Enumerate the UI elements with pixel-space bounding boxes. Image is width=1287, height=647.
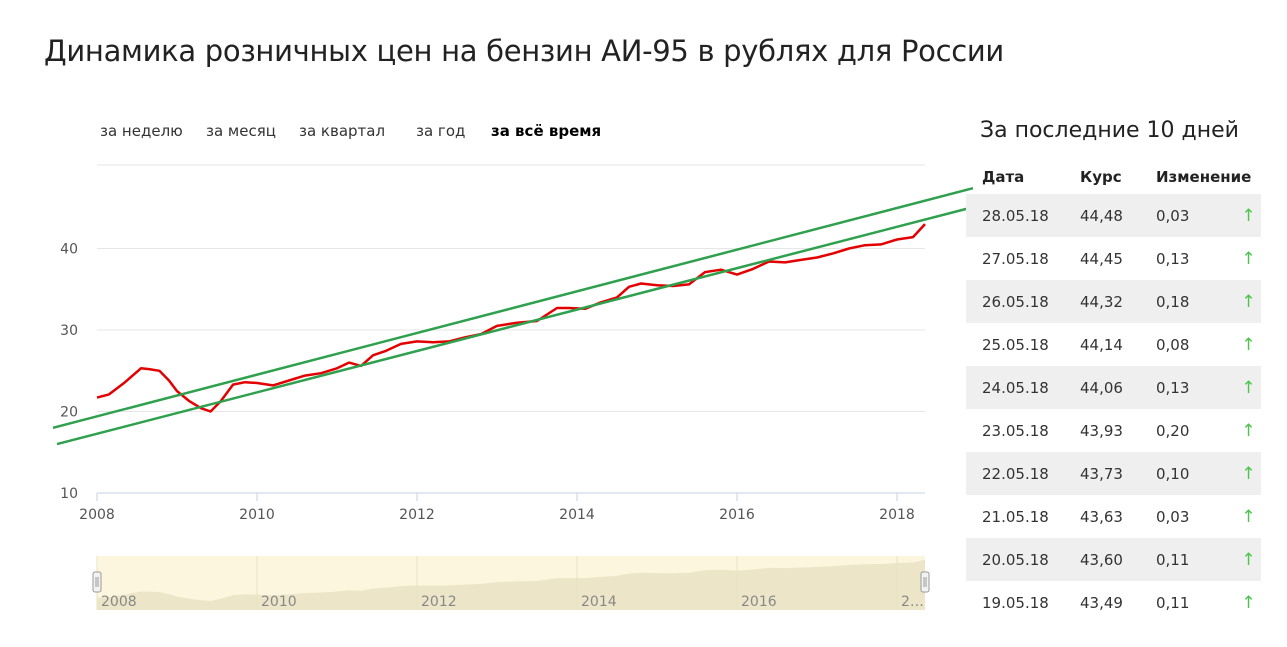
up-arrow-icon: ↑ (1241, 506, 1256, 527)
row-change: 0,11 (1156, 593, 1190, 612)
row-rate: 44,48 (1080, 194, 1156, 237)
navigator-tick-label: 2016 (741, 594, 777, 610)
period-week-button[interactable]: за неделю (100, 122, 183, 140)
page-title: Динамика розничных цен на бензин АИ-95 в… (44, 34, 1004, 68)
last-10-days-title: За последние 10 дней (980, 118, 1239, 143)
up-arrow-icon: ↑ (1241, 334, 1256, 355)
table-row: 27.05.18 44,45 0,13 ↑ (966, 237, 1261, 280)
x-tick-label: 2016 (719, 507, 755, 523)
navigator-tick-label: 2010 (261, 594, 297, 610)
row-date: 28.05.18 (966, 194, 1080, 237)
y-tick-label: 30 (60, 323, 78, 339)
period-all-time-button[interactable]: за всё время (491, 122, 602, 140)
x-tick-label: 2012 (399, 507, 435, 523)
table-row: 19.05.18 43,49 0,11 ↑ (966, 581, 1261, 624)
header-date: Дата (982, 168, 1025, 186)
up-arrow-icon: ↑ (1236, 538, 1261, 581)
row-rate: 44,14 (1080, 335, 1123, 354)
table-row: 28.05.18 44,48 0,03 ↑ (966, 194, 1261, 237)
row-date: 25.05.18 (982, 335, 1049, 354)
up-arrow-icon: ↑ (1236, 194, 1261, 237)
y-tick-label: 40 (60, 242, 78, 258)
up-arrow-icon: ↑ (1241, 592, 1256, 613)
row-date: 27.05.18 (982, 249, 1049, 268)
row-date: 21.05.18 (982, 507, 1049, 526)
navigator-handle[interactable] (92, 571, 102, 593)
period-year-button[interactable]: за год (416, 122, 466, 140)
row-rate: 43,63 (1080, 507, 1123, 526)
row-date: 24.05.18 (966, 366, 1080, 409)
table-header-row: Дата Курс Изменение (966, 160, 1261, 194)
table-row: 23.05.18 43,93 0,20 ↑ (966, 409, 1261, 452)
table-row: 22.05.18 43,73 0,10 ↑ (966, 452, 1261, 495)
row-date: 26.05.18 (966, 280, 1080, 323)
x-tick-label: 2014 (559, 507, 595, 523)
up-arrow-icon: ↑ (1241, 248, 1256, 269)
table-row: 20.05.18 43,60 0,11 ↑ (966, 538, 1261, 581)
row-change: 0,03 (1156, 194, 1236, 237)
table-row: 25.05.18 44,14 0,08 ↑ (966, 323, 1261, 366)
header-rate: Курс (1080, 168, 1122, 186)
x-tick-label: 2008 (79, 507, 115, 523)
y-tick-label: 20 (60, 405, 78, 421)
navigator-handle[interactable] (920, 571, 930, 593)
navigator-tick-label: 2… (901, 594, 924, 610)
y-tick-label: 10 (60, 486, 78, 502)
period-quarter-button[interactable]: за квартал (299, 122, 386, 140)
table-row: 21.05.18 43,63 0,03 ↑ (966, 495, 1261, 538)
trendline (56, 204, 978, 446)
rates-table: Дата Курс Изменение 28.05.18 44,48 0,03 ↑ 27… (966, 160, 1261, 624)
row-date: 19.05.18 (982, 593, 1049, 612)
navigator-area (97, 559, 925, 610)
table-row: 26.05.18 44,32 0,18 ↑ (966, 280, 1261, 323)
row-rate: 44,32 (1080, 280, 1156, 323)
row-change: 0,18 (1156, 280, 1236, 323)
row-rate: 44,45 (1080, 249, 1123, 268)
up-arrow-icon: ↑ (1236, 280, 1261, 323)
row-date: 23.05.18 (982, 421, 1049, 440)
row-change: 0,20 (1156, 421, 1190, 440)
x-tick-label: 2010 (239, 507, 275, 523)
row-change: 0,08 (1156, 335, 1190, 354)
row-rate: 43,93 (1080, 421, 1123, 440)
row-date: 22.05.18 (966, 452, 1080, 495)
navigator-tick-label: 2008 (101, 594, 137, 610)
row-change: 0,13 (1156, 249, 1190, 268)
navigator-tick-label: 2012 (421, 594, 457, 610)
row-change: 0,03 (1156, 507, 1190, 526)
header-change: Изменение (1156, 168, 1252, 186)
row-rate: 43,73 (1080, 452, 1156, 495)
table-row: 24.05.18 44,06 0,13 ↑ (966, 366, 1261, 409)
row-change: 0,11 (1156, 538, 1236, 581)
up-arrow-icon: ↑ (1236, 366, 1261, 409)
up-arrow-icon: ↑ (1241, 420, 1256, 441)
row-rate: 44,06 (1080, 366, 1156, 409)
row-change: 0,13 (1156, 366, 1236, 409)
row-change: 0,10 (1156, 452, 1236, 495)
x-tick-label: 2018 (879, 507, 915, 523)
navigator-tick-label: 2014 (581, 594, 617, 610)
trendline (52, 186, 974, 430)
row-date: 20.05.18 (966, 538, 1080, 581)
row-rate: 43,49 (1080, 593, 1123, 612)
period-month-button[interactable]: за месяц (206, 122, 276, 140)
row-rate: 43,60 (1080, 538, 1156, 581)
up-arrow-icon: ↑ (1236, 452, 1261, 495)
